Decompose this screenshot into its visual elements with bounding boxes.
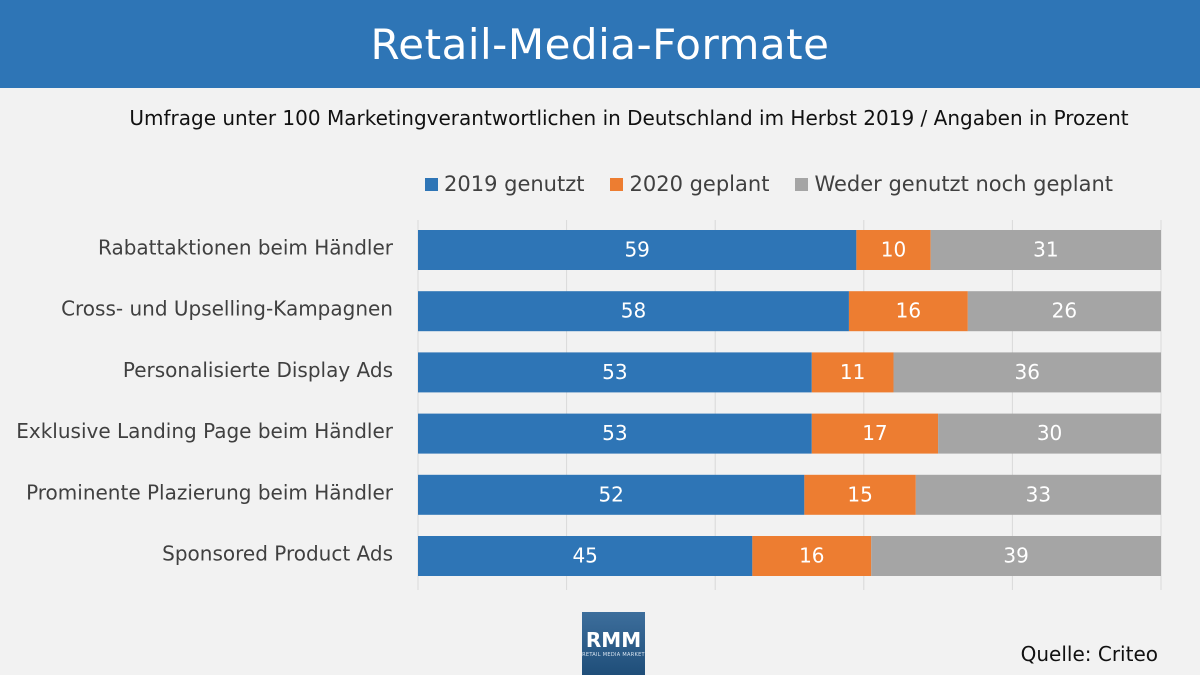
data-label: 53 xyxy=(602,421,627,445)
data-label: 53 xyxy=(602,360,627,384)
bar-segment xyxy=(871,536,1161,576)
bar-segment xyxy=(856,230,931,270)
source-note: Quelle: Criteo xyxy=(1020,642,1158,666)
data-label: 45 xyxy=(572,544,597,568)
legend-item-1: 2019 genutzt xyxy=(425,172,584,196)
data-label: 15 xyxy=(847,482,872,506)
bar-segment xyxy=(752,536,872,576)
bar-segment xyxy=(915,474,1161,515)
chart-subtitle: Umfrage unter 100 Marketingverantwortlic… xyxy=(129,106,1129,130)
bar-segment xyxy=(418,352,812,393)
data-label: 31 xyxy=(1033,238,1058,262)
category-label: Sponsored Product Ads xyxy=(162,542,393,566)
category-label: Cross- und Upselling-Kampagnen xyxy=(61,297,393,321)
data-label: 17 xyxy=(862,421,887,445)
legend-item-3: Weder genutzt noch geplant xyxy=(795,172,1113,196)
legend-label: 2020 geplant xyxy=(629,172,770,196)
logo-sub-text: RETAIL MEDIA MARKET xyxy=(582,651,645,658)
data-label: 26 xyxy=(1052,299,1077,323)
data-label: 36 xyxy=(1015,360,1040,384)
legend-swatch xyxy=(795,177,809,191)
logo-main-text: RMM xyxy=(585,627,642,652)
legend-label: 2019 genutzt xyxy=(444,172,585,196)
category-label: Prominente Plazierung beim Händler xyxy=(26,480,394,504)
category-label: Personalisierte Display Ads xyxy=(123,358,393,382)
bar-segment xyxy=(418,291,849,332)
data-label: 52 xyxy=(598,482,623,506)
legend-label: Weder genutzt noch geplant xyxy=(814,172,1114,196)
bar-segment xyxy=(930,230,1161,270)
legend-swatch xyxy=(610,177,624,191)
bar-segment xyxy=(848,291,968,332)
data-label: 33 xyxy=(1026,482,1051,506)
bar-segment xyxy=(418,413,812,454)
chart-legend: 2019 genutzt 2020 geplant Weder genutzt no… xyxy=(425,172,1139,196)
title-banner: Retail-Media-Formate xyxy=(0,0,1200,88)
page-title: Retail-Media-Formate xyxy=(370,19,830,69)
bar-segment xyxy=(893,352,1161,393)
bar-segment xyxy=(811,413,939,454)
data-label: 16 xyxy=(799,544,824,568)
bar-segment xyxy=(811,352,894,393)
bar-segment xyxy=(418,536,753,576)
bar-segment xyxy=(418,474,805,515)
data-label: 16 xyxy=(896,299,921,323)
data-label: 58 xyxy=(621,299,646,323)
bar-segment xyxy=(804,474,916,515)
data-label: 10 xyxy=(881,238,906,262)
data-label: 39 xyxy=(1003,544,1028,568)
data-label: 11 xyxy=(840,360,865,384)
category-label: Exklusive Landing Page beim Händler xyxy=(16,419,394,443)
data-label: 59 xyxy=(624,238,649,262)
bar-segment xyxy=(938,413,1161,454)
category-label: Rabattaktionen beim Händler xyxy=(98,236,394,260)
data-label: 30 xyxy=(1037,421,1062,445)
bar-segment xyxy=(967,291,1161,332)
bar-segment xyxy=(418,230,857,270)
legend-item-2: 2020 geplant xyxy=(610,172,769,196)
legend-swatch xyxy=(425,177,438,191)
rmm-logo: RMM RETAIL MEDIA MARKET xyxy=(582,612,645,675)
